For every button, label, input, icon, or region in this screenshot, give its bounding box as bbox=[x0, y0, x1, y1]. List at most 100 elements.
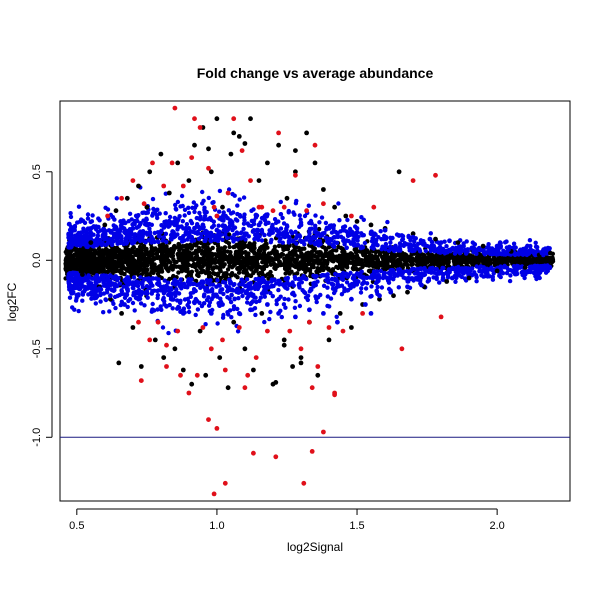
cloud-point-blue bbox=[113, 224, 118, 229]
data-point bbox=[228, 151, 234, 157]
cloud-point-blue bbox=[270, 230, 275, 235]
cloud-point-black bbox=[96, 262, 102, 267]
cloud-point-black bbox=[456, 259, 462, 265]
cloud-point-blue bbox=[292, 293, 297, 298]
data-point bbox=[169, 160, 175, 166]
cloud-point-blue bbox=[344, 280, 350, 285]
cloud-point-blue bbox=[235, 237, 240, 242]
data-point bbox=[192, 142, 197, 148]
cloud-point-blue bbox=[111, 234, 117, 240]
cloud-point-blue bbox=[138, 275, 143, 280]
cloud-point-blue bbox=[166, 330, 171, 336]
cloud-point-black bbox=[191, 257, 196, 263]
cloud-point-black bbox=[108, 265, 113, 270]
cloud-point-blue bbox=[105, 277, 110, 282]
cloud-point-black bbox=[254, 267, 259, 273]
cloud-point-blue bbox=[247, 286, 252, 291]
cloud-point-blue bbox=[186, 210, 192, 216]
cloud-point-blue bbox=[130, 300, 136, 306]
cloud-point-blue bbox=[185, 296, 190, 302]
data-point bbox=[208, 346, 214, 352]
cloud-point-blue bbox=[103, 273, 109, 278]
cloud-point-black bbox=[443, 260, 448, 265]
cloud-point-blue bbox=[180, 219, 185, 224]
cloud-point-blue bbox=[206, 303, 212, 308]
cloud-point-blue bbox=[251, 294, 257, 300]
cloud-point-blue bbox=[253, 215, 259, 220]
cloud-point-blue bbox=[124, 281, 130, 286]
cloud-point-blue bbox=[423, 248, 428, 254]
cloud-point-blue bbox=[342, 242, 347, 247]
cloud-point-blue bbox=[325, 275, 330, 280]
data-point bbox=[147, 337, 153, 343]
cloud-point-black bbox=[422, 258, 427, 263]
cloud-point-blue bbox=[375, 284, 380, 290]
cloud-point-black bbox=[252, 245, 257, 251]
cloud-point-blue bbox=[314, 299, 319, 305]
cloud-point-blue bbox=[390, 235, 395, 241]
cloud-point-blue bbox=[355, 243, 360, 248]
data-point bbox=[172, 105, 178, 111]
data-point bbox=[293, 314, 298, 320]
cloud-point-blue bbox=[325, 285, 330, 290]
cloud-point-black bbox=[130, 255, 135, 260]
cloud-point-blue bbox=[228, 218, 234, 224]
cloud-point-black bbox=[130, 250, 136, 255]
cloud-point-blue bbox=[175, 199, 181, 205]
cloud-point-blue bbox=[242, 215, 247, 220]
cloud-point-blue bbox=[397, 241, 403, 246]
data-point bbox=[332, 204, 337, 210]
cloud-point-blue bbox=[371, 269, 377, 274]
data-point bbox=[220, 302, 225, 307]
cloud-point-blue bbox=[74, 274, 80, 279]
cloud-point-blue bbox=[138, 229, 143, 234]
cloud-point-blue bbox=[361, 233, 366, 238]
data-point bbox=[119, 311, 124, 316]
cloud-point-blue bbox=[431, 275, 436, 280]
cloud-point-black bbox=[505, 255, 510, 260]
data-point bbox=[197, 328, 203, 334]
data-point bbox=[150, 160, 155, 166]
cloud-point-black bbox=[96, 246, 102, 252]
cloud-point-black bbox=[143, 260, 148, 266]
cloud-point-blue bbox=[309, 237, 314, 242]
cloud-point-black bbox=[176, 253, 181, 258]
cloud-point-blue bbox=[81, 226, 86, 231]
cloud-point-blue bbox=[497, 240, 503, 245]
cloud-point-blue bbox=[173, 206, 178, 211]
cloud-point-blue bbox=[113, 305, 118, 311]
cloud-point-blue bbox=[276, 219, 281, 224]
cloud-point-blue bbox=[148, 237, 153, 242]
data-point bbox=[248, 178, 253, 184]
cloud-point-blue bbox=[298, 217, 303, 222]
cloud-point-blue bbox=[291, 210, 296, 215]
cloud-point-black bbox=[160, 242, 166, 247]
cloud-point-blue bbox=[540, 264, 545, 269]
cloud-point-blue bbox=[97, 218, 102, 223]
data-point bbox=[138, 364, 144, 369]
cloud-point-blue bbox=[124, 292, 130, 297]
data-point bbox=[200, 222, 206, 228]
cloud-point-blue bbox=[189, 238, 194, 244]
cloud-point-blue bbox=[144, 230, 149, 235]
cloud-point-black bbox=[128, 260, 133, 265]
data-point bbox=[405, 289, 410, 295]
data-point bbox=[180, 183, 186, 189]
cloud-point-blue bbox=[161, 295, 166, 301]
cloud-point-black bbox=[268, 269, 273, 275]
data-point bbox=[548, 250, 553, 256]
cloud-point-blue bbox=[358, 290, 364, 295]
cloud-point-blue bbox=[72, 228, 78, 233]
cloud-point-black bbox=[287, 252, 292, 257]
cloud-point-black bbox=[186, 270, 192, 275]
cloud-point-blue bbox=[194, 215, 199, 221]
cloud-point-black bbox=[265, 245, 270, 250]
cloud-point-blue bbox=[199, 279, 204, 284]
cloud-point-blue bbox=[231, 306, 236, 312]
cloud-point-blue bbox=[154, 213, 160, 218]
data-point bbox=[175, 328, 181, 334]
data-point bbox=[410, 231, 416, 237]
data-point bbox=[147, 169, 153, 175]
cloud-point-blue bbox=[278, 226, 284, 231]
cloud-point-blue bbox=[150, 283, 155, 288]
